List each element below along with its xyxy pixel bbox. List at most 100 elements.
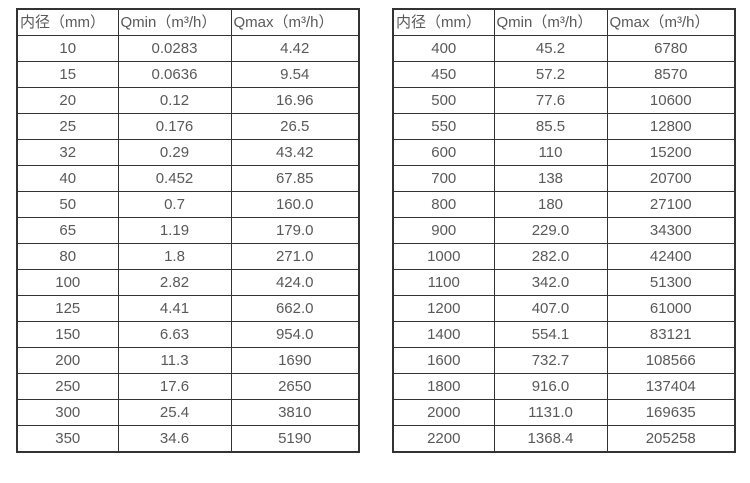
table-cell: 110 xyxy=(493,139,608,166)
table-cell: 25.4 xyxy=(117,399,232,426)
table-cell: 150 xyxy=(16,321,119,348)
table-cell: 200 xyxy=(16,347,119,374)
table-cell: 271.0 xyxy=(230,243,360,270)
table-cell: 138 xyxy=(493,165,608,192)
table-cell: 137404 xyxy=(606,373,736,400)
table-cell: 400 xyxy=(392,35,495,62)
table-cell: 550 xyxy=(392,113,495,140)
column-header: 内径（mm） xyxy=(392,8,495,36)
table-cell: 342.0 xyxy=(493,269,608,296)
table-cell: 160.0 xyxy=(230,191,360,218)
table-cell: 83121 xyxy=(606,321,736,348)
table-row: 900 229.0 34300 xyxy=(392,217,736,244)
table-cell: 9.54 xyxy=(230,61,360,88)
header-row: 内径（mm） Qmin（m³/h） Qmax（m³/h） xyxy=(16,8,360,36)
table-cell: 700 xyxy=(392,165,495,192)
table-cell: 77.6 xyxy=(493,87,608,114)
table-cell: 205258 xyxy=(606,425,736,453)
table-cell: 180 xyxy=(493,191,608,218)
table-cell: 0.0283 xyxy=(117,35,232,62)
table-cell: 1131.0 xyxy=(493,399,608,426)
table-cell: 1600 xyxy=(392,347,495,374)
table-row: 150 6.63 954.0 xyxy=(16,321,360,348)
table-row: 80 1.8 271.0 xyxy=(16,243,360,270)
table-cell: 50 xyxy=(16,191,119,218)
table-cell: 1400 xyxy=(392,321,495,348)
table-cell: 67.85 xyxy=(230,165,360,192)
table-cell: 250 xyxy=(16,373,119,400)
table-cell: 554.1 xyxy=(493,321,608,348)
table-row: 10 0.0283 4.42 xyxy=(16,35,360,62)
table-cell: 169635 xyxy=(606,399,736,426)
header-row: 内径（mm） Qmin（m³/h） Qmax（m³/h） xyxy=(392,8,736,36)
table-cell: 61000 xyxy=(606,295,736,322)
table-cell: 27100 xyxy=(606,191,736,218)
table-row: 1600 732.7 108566 xyxy=(392,347,736,374)
table-cell: 6780 xyxy=(606,35,736,62)
table-cell: 2200 xyxy=(392,425,495,453)
table-cell: 11.3 xyxy=(117,347,232,374)
table-cell: 2.82 xyxy=(117,269,232,296)
table-row: 1200 407.0 61000 xyxy=(392,295,736,322)
table-row: 15 0.0636 9.54 xyxy=(16,61,360,88)
table-cell: 0.7 xyxy=(117,191,232,218)
table-row: 250 17.6 2650 xyxy=(16,373,360,400)
table-cell: 450 xyxy=(392,61,495,88)
table-row: 700 138 20700 xyxy=(392,165,736,192)
table-cell: 1100 xyxy=(392,269,495,296)
table-cell: 600 xyxy=(392,139,495,166)
table-cell: 732.7 xyxy=(493,347,608,374)
table-cell: 4.42 xyxy=(230,35,360,62)
table-row: 2000 1131.0 169635 xyxy=(392,399,736,426)
table-row: 350 34.6 5190 xyxy=(16,425,360,453)
table-row: 25 0.176 26.5 xyxy=(16,113,360,140)
table-cell: 51300 xyxy=(606,269,736,296)
table-cell: 800 xyxy=(392,191,495,218)
table-row: 50 0.7 160.0 xyxy=(16,191,360,218)
column-header: Qmax（m³/h） xyxy=(230,8,360,36)
table-row: 1400 554.1 83121 xyxy=(392,321,736,348)
table-cell: 282.0 xyxy=(493,243,608,270)
table-cell: 12800 xyxy=(606,113,736,140)
table-cell: 20700 xyxy=(606,165,736,192)
table-cell: 350 xyxy=(16,425,119,453)
table-cell: 40 xyxy=(16,165,119,192)
table-cell: 2650 xyxy=(230,373,360,400)
column-header: Qmax（m³/h） xyxy=(606,8,736,36)
column-header: Qmin（m³/h） xyxy=(493,8,608,36)
table-cell: 179.0 xyxy=(230,217,360,244)
table-cell: 1800 xyxy=(392,373,495,400)
table-cell: 424.0 xyxy=(230,269,360,296)
table-cell: 125 xyxy=(16,295,119,322)
table-cell: 8570 xyxy=(606,61,736,88)
table-row: 20 0.12 16.96 xyxy=(16,87,360,114)
table-cell: 100 xyxy=(16,269,119,296)
table-row: 125 4.41 662.0 xyxy=(16,295,360,322)
table-cell: 15200 xyxy=(606,139,736,166)
table-row: 32 0.29 43.42 xyxy=(16,139,360,166)
table-cell: 0.0636 xyxy=(117,61,232,88)
table-cell: 65 xyxy=(16,217,119,244)
table-cell: 900 xyxy=(392,217,495,244)
table-cell: 916.0 xyxy=(493,373,608,400)
column-header: Qmin（m³/h） xyxy=(117,8,232,36)
table-cell: 407.0 xyxy=(493,295,608,322)
table-cell: 1.19 xyxy=(117,217,232,244)
table-row: 2200 1368.4 205258 xyxy=(392,425,736,453)
table-cell: 10600 xyxy=(606,87,736,114)
table-cell: 25 xyxy=(16,113,119,140)
table-cell: 16.96 xyxy=(230,87,360,114)
table-row: 65 1.19 179.0 xyxy=(16,217,360,244)
table-cell: 80 xyxy=(16,243,119,270)
table-cell: 15 xyxy=(16,61,119,88)
table-cell: 1368.4 xyxy=(493,425,608,453)
table-cell: 0.12 xyxy=(117,87,232,114)
table-cell: 43.42 xyxy=(230,139,360,166)
table-cell: 300 xyxy=(16,399,119,426)
table-row: 800 180 27100 xyxy=(392,191,736,218)
table-cell: 4.41 xyxy=(117,295,232,322)
table-cell: 32 xyxy=(16,139,119,166)
table-row: 1800 916.0 137404 xyxy=(392,373,736,400)
table-cell: 662.0 xyxy=(230,295,360,322)
table-cell: 2000 xyxy=(392,399,495,426)
